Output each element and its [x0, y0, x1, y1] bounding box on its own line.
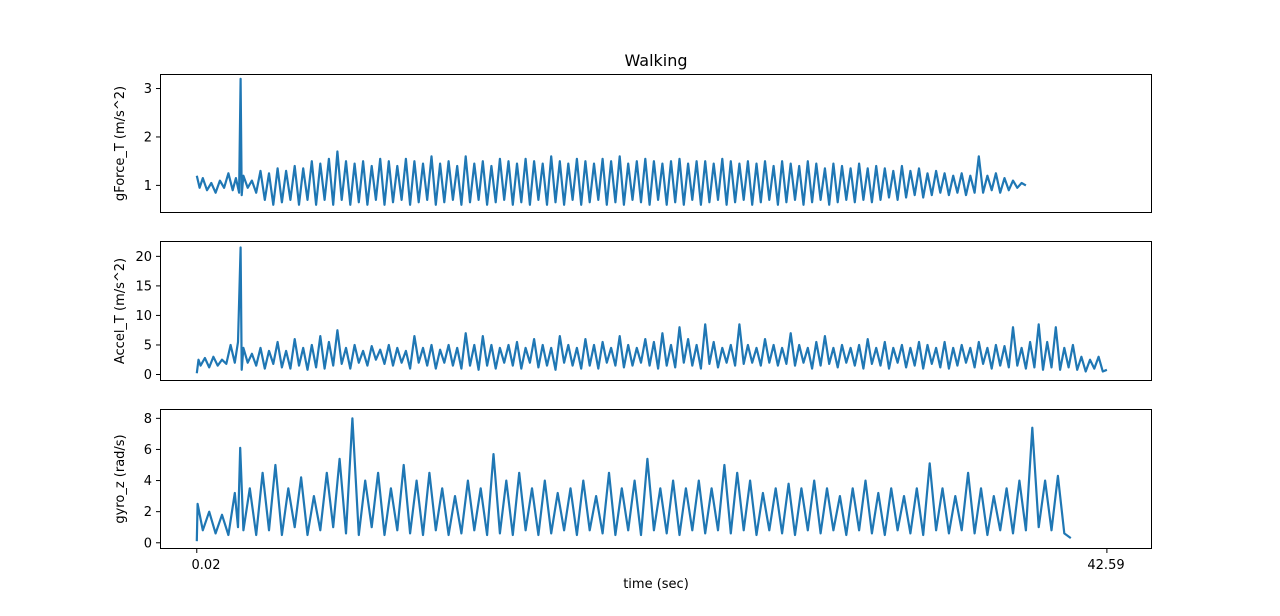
x-tick-label-end: 42.59 — [1087, 558, 1124, 573]
x-axis: 0.02 42.59 time (sec) — [192, 549, 1125, 592]
gyro-y-tick-label: 8 — [144, 412, 152, 427]
gforce-y-tick-label: 2 — [144, 130, 152, 145]
accel-y-tick-label: 5 — [144, 338, 152, 353]
accel-y-tick-label: 15 — [135, 279, 152, 294]
gforce-series-line — [195, 77, 1027, 206]
accel-y-axis-label: Accel_T (m/s^2) — [113, 258, 128, 364]
accel-axes-frame — [160, 241, 1152, 381]
accel-series-line — [195, 246, 1108, 374]
gforce-y-tick-label: 3 — [144, 82, 152, 97]
gyro-y-axis-label: gyro_z (rad/s) — [113, 434, 128, 523]
accel-y-tick-label: 0 — [144, 368, 152, 383]
gforce-axes-frame — [160, 74, 1152, 213]
gyro-y-tick-label: 2 — [144, 505, 152, 520]
gyro-y-tick-label: 0 — [144, 536, 152, 551]
gyro-panel: 0 2 4 6 8 gyro_z (rad/s) — [113, 409, 1152, 551]
gyro-y-tick-label: 4 — [144, 474, 152, 489]
gforce-y-tick-label: 1 — [144, 179, 152, 194]
gyro-y-tick-label: 6 — [144, 443, 152, 458]
chart-title: Walking — [624, 51, 687, 70]
gforce-y-axis-label: gForce_T (m/s^2) — [113, 86, 128, 201]
gforce-panel: 1 2 3 gForce_T (m/s^2) — [113, 74, 1152, 213]
accel-y-tick-label: 10 — [135, 309, 152, 324]
x-tick-label-start: 0.02 — [192, 558, 221, 573]
gyro-axes-frame — [160, 409, 1152, 549]
gyro-series-line — [195, 417, 1072, 542]
x-axis-label: time (sec) — [623, 577, 689, 592]
accel-panel: 0 5 10 15 20 Accel_T (m/s^2) — [113, 241, 1152, 383]
accel-y-tick-label: 20 — [135, 250, 152, 265]
